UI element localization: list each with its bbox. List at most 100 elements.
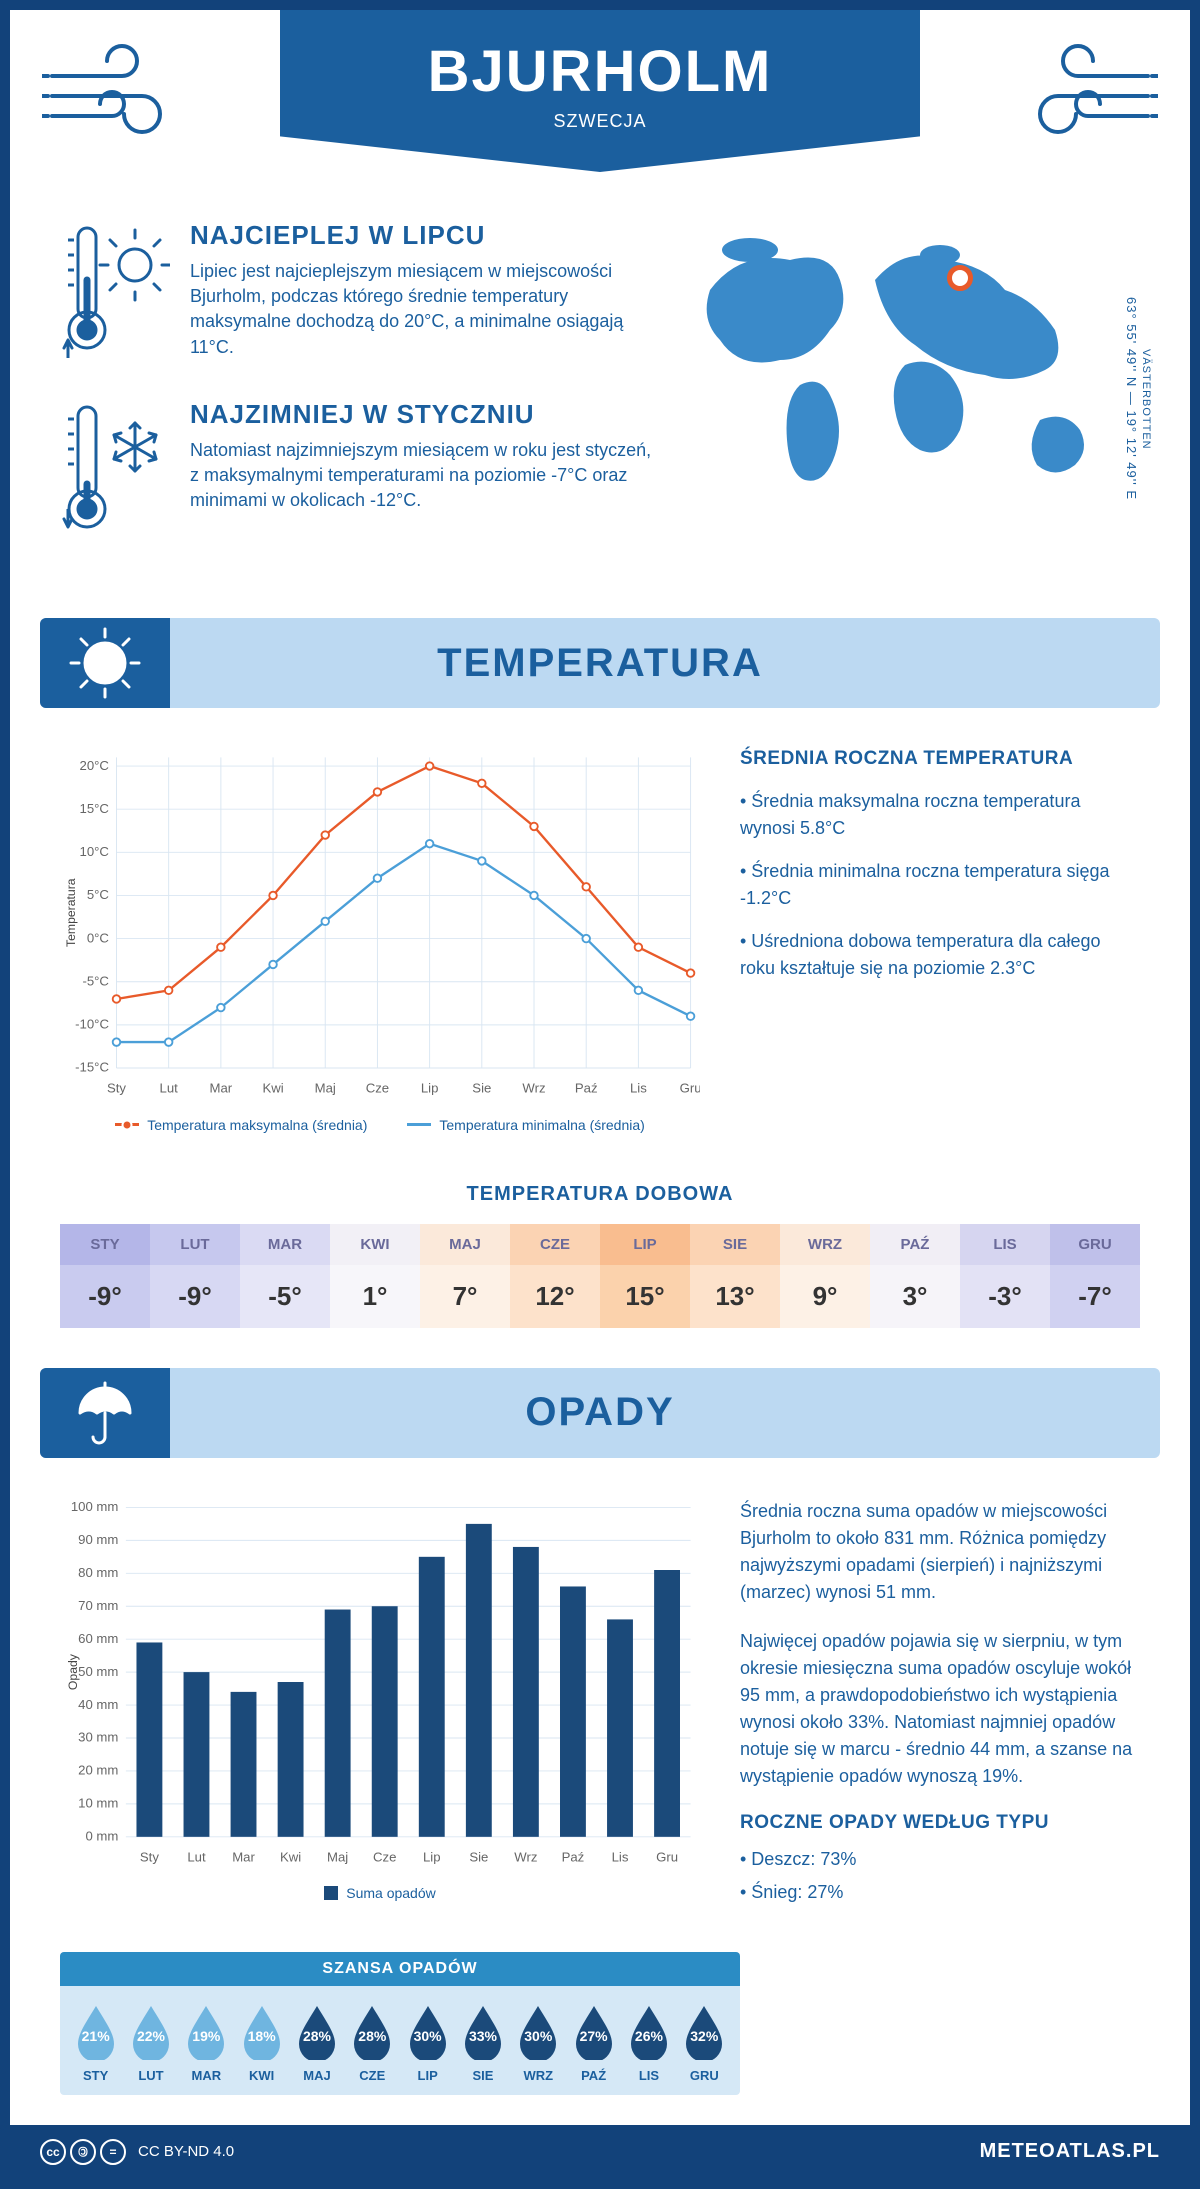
coldest-fact: NAJZIMNIEJ W STYCZNIU Natomiast najzimni…: [60, 399, 660, 544]
chance-value: 21%: [82, 2028, 110, 2044]
raindrop-icon: 18%: [239, 2002, 285, 2060]
raindrop-icon: 26%: [626, 2002, 672, 2060]
svg-text:20 mm: 20 mm: [78, 1762, 118, 1777]
temp-table-value: 1°: [330, 1265, 420, 1328]
temp-table-month: MAJ: [420, 1224, 510, 1265]
temp-table-cell: LUT -9°: [150, 1224, 240, 1328]
temp-summary-bullet: • Uśredniona dobowa temperatura dla całe…: [740, 928, 1140, 982]
svg-text:Wrz: Wrz: [514, 1849, 537, 1864]
temperature-chart: -15°C-10°C-5°C0°C5°C10°C15°C20°CStyLutMa…: [60, 748, 700, 1133]
svg-text:Mar: Mar: [210, 1080, 233, 1095]
svg-text:80 mm: 80 mm: [78, 1565, 118, 1580]
temp-chart-legend: #leg-max::after{background:#e85a2a;borde…: [60, 1117, 700, 1133]
map-column: VÄSTERBOTTEN 63° 55' 49'' N — 19° 12' 49…: [690, 220, 1140, 578]
footer-license: cc🄯= CC BY-ND 4.0: [40, 2139, 234, 2165]
svg-text:20°C: 20°C: [80, 758, 109, 773]
temp-table-month: CZE: [510, 1224, 600, 1265]
temp-table-cell: CZE 12°: [510, 1224, 600, 1328]
svg-text:Kwi: Kwi: [262, 1080, 283, 1095]
chance-value: 26%: [635, 2028, 663, 2044]
svg-text:Sty: Sty: [140, 1849, 159, 1864]
temp-table-month: STY: [60, 1224, 150, 1265]
chance-month: WRZ: [511, 2068, 566, 2083]
svg-text:50 mm: 50 mm: [78, 1664, 118, 1679]
facts-column: NAJCIEPLEJ W LIPCU Lipiec jest najcieple…: [60, 220, 660, 578]
svg-text:15°C: 15°C: [80, 801, 109, 816]
svg-text:Lis: Lis: [630, 1080, 647, 1095]
svg-text:Wrz: Wrz: [522, 1080, 545, 1095]
svg-text:90 mm: 90 mm: [78, 1532, 118, 1547]
daily-temp-title: TEMPERATURA DOBOWA: [10, 1183, 1190, 1206]
precip-chance-title: SZANSA OPADÓW: [60, 1952, 740, 1986]
temperature-section: -15°C-10°C-5°C0°C5°C10°C15°C20°CStyLutMa…: [10, 708, 1190, 1153]
chance-value: 19%: [192, 2028, 220, 2044]
chance-month: LUT: [123, 2068, 178, 2083]
precip-summary-para: Średnia roczna suma opadów w miejscowośc…: [740, 1498, 1140, 1606]
raindrop-icon: 28%: [349, 2002, 395, 2060]
raindrop-icon: 28%: [294, 2002, 340, 2060]
svg-text:-10°C: -10°C: [75, 1017, 109, 1032]
temp-table-cell: MAJ 7°: [420, 1224, 510, 1328]
raindrop-icon: 30%: [515, 2002, 561, 2060]
region-label: VÄSTERBOTTEN: [1140, 349, 1152, 450]
svg-text:Sie: Sie: [472, 1080, 491, 1095]
temperature-banner: TEMPERATURA: [40, 618, 1160, 708]
temp-table-cell: STY -9°: [60, 1224, 150, 1328]
temp-summary-title: ŚREDNIA ROCZNA TEMPERATURA: [740, 748, 1140, 770]
chance-month: MAJ: [289, 2068, 344, 2083]
temp-table-cell: SIE 13°: [690, 1224, 780, 1328]
precipitation-chart: 0 mm10 mm20 mm30 mm40 mm50 mm60 mm70 mm8…: [60, 1498, 700, 1912]
warmest-fact: NAJCIEPLEJ W LIPCU Lipiec jest najcieple…: [60, 220, 660, 365]
temp-table-cell: LIP 15°: [600, 1224, 690, 1328]
legend-max: #leg-max::after{background:#e85a2a;borde…: [115, 1117, 367, 1133]
chance-value: 28%: [358, 2028, 386, 2044]
cc-icon: cc🄯=: [40, 2139, 126, 2165]
svg-text:0 mm: 0 mm: [85, 1828, 118, 1843]
legend-precip-label: Suma opadów: [346, 1885, 436, 1901]
intro-section: NAJCIEPLEJ W LIPCU Lipiec jest najcieple…: [10, 190, 1190, 608]
temp-table-cell: WRZ 9°: [780, 1224, 870, 1328]
chance-column: 32% GRU: [677, 2002, 732, 2083]
chance-value: 33%: [469, 2028, 497, 2044]
svg-text:Gru: Gru: [656, 1849, 678, 1864]
chance-month: PAŹ: [566, 2068, 621, 2083]
thermometer-sun-icon: [60, 220, 170, 365]
wind-icon: [42, 36, 202, 156]
temp-table-value: 7°: [420, 1265, 510, 1328]
temp-table-value: -9°: [150, 1265, 240, 1328]
chance-value: 30%: [524, 2028, 552, 2044]
header: BJURHOLM SZWECJA: [10, 10, 1190, 190]
svg-text:Paź: Paź: [575, 1080, 598, 1095]
location-marker-icon: [947, 265, 973, 291]
svg-text:Lis: Lis: [612, 1849, 629, 1864]
chance-value: 27%: [580, 2028, 608, 2044]
chance-value: 30%: [414, 2028, 442, 2044]
svg-text:10°C: 10°C: [80, 844, 109, 859]
precip-summary-para: Najwięcej opadów pojawia się w sierpniu,…: [740, 1628, 1140, 1790]
chance-value: 32%: [690, 2028, 718, 2044]
temperature-heading: TEMPERATURA: [437, 641, 763, 686]
chance-month: MAR: [179, 2068, 234, 2083]
coldest-title: NAJZIMNIEJ W STYCZNIU: [190, 399, 660, 430]
temp-table-value: -3°: [960, 1265, 1050, 1328]
temp-table-value: 9°: [780, 1265, 870, 1328]
temp-table-month: PAŹ: [870, 1224, 960, 1265]
svg-text:Temperatura: Temperatura: [64, 878, 78, 947]
temp-table-month: GRU: [1050, 1224, 1140, 1265]
svg-text:Lip: Lip: [421, 1080, 439, 1095]
raindrop-icon: 32%: [681, 2002, 727, 2060]
legend-max-label: Temperatura maksymalna (średnia): [147, 1117, 367, 1133]
temp-table-value: 13°: [690, 1265, 780, 1328]
chance-column: 33% SIE: [455, 2002, 510, 2083]
precip-type-title: ROCZNE OPADY WEDŁUG TYPU: [740, 1812, 1140, 1834]
chance-value: 18%: [248, 2028, 276, 2044]
temp-table-month: MAR: [240, 1224, 330, 1265]
raindrop-icon: 19%: [183, 2002, 229, 2060]
chance-month: GRU: [677, 2068, 732, 2083]
raindrop-icon: 33%: [460, 2002, 506, 2060]
city-title: BJURHOLM: [300, 38, 900, 105]
temp-summary-bullet: • Średnia maksymalna roczna temperatura …: [740, 788, 1140, 842]
chance-column: 27% PAŹ: [566, 2002, 621, 2083]
temp-table-value: -9°: [60, 1265, 150, 1328]
chance-month: LIP: [400, 2068, 455, 2083]
